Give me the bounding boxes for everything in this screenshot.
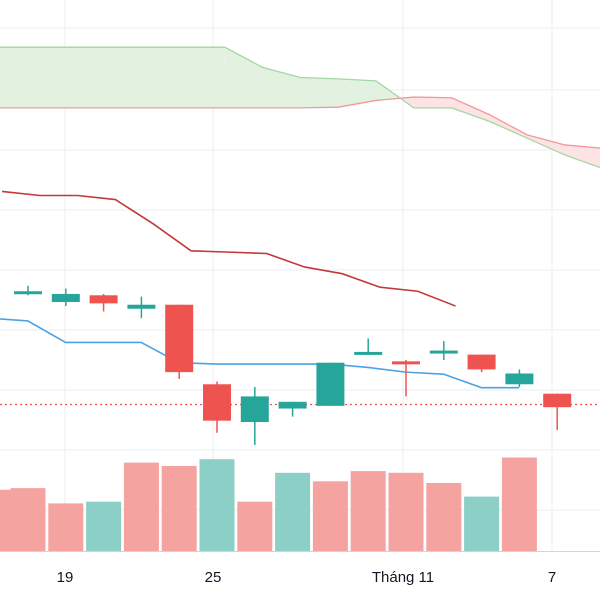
ichimoku-cloud — [262, 67, 301, 108]
candle-body — [467, 354, 496, 370]
candle-body — [505, 373, 534, 385]
volume-bar — [464, 496, 500, 551]
candle-body — [316, 362, 345, 406]
ichimoku-cloud — [0, 47, 36, 108]
x-tick-label: 7 — [548, 569, 556, 586]
candle-body — [51, 293, 80, 303]
volume-bar — [388, 472, 424, 551]
volume-bar — [0, 489, 11, 551]
kijun-sen-line — [1, 190, 456, 307]
x-tick-label: Tháng 11 — [372, 569, 434, 586]
volume-bar — [161, 466, 197, 551]
x-tick-label: 19 — [57, 569, 74, 586]
volume-bar — [312, 481, 348, 551]
ichimoku-cloud — [111, 47, 150, 108]
ichimoku-cloud — [35, 47, 74, 108]
candle-body — [165, 304, 194, 373]
ichimoku-cloud — [149, 47, 187, 108]
ichimoku-cloud — [527, 134, 565, 156]
volume-bar — [86, 501, 122, 551]
volume-bar — [350, 471, 386, 551]
volume-bar — [426, 483, 462, 551]
volume-bar — [10, 488, 46, 551]
volume-bar — [501, 457, 537, 551]
candle-body — [127, 304, 156, 309]
ichimoku-cloud — [300, 77, 339, 108]
tenkan-sen-line — [0, 318, 520, 389]
ichimoku-cloud — [489, 114, 528, 139]
ichimoku-cloud — [413, 97, 452, 108]
candle-body — [354, 351, 383, 355]
candle-body — [89, 295, 118, 304]
volume-bar — [237, 501, 273, 551]
candle-body — [392, 361, 420, 365]
volume-bar — [199, 459, 235, 551]
senkou-span-b-line — [0, 96, 600, 149]
candle-body — [240, 396, 269, 423]
ichimoku-cloud — [565, 144, 600, 168]
candle-body — [429, 350, 458, 354]
volume-bar — [48, 503, 84, 551]
ichimoku-cloud — [338, 78, 376, 108]
ichimoku-cloud — [224, 47, 263, 108]
volume-bar — [275, 472, 311, 551]
candle-body — [14, 291, 42, 295]
candle-body — [203, 384, 231, 421]
ichimoku-cloud — [187, 47, 225, 108]
ichimoku-cloud — [451, 97, 490, 122]
volume-bar — [123, 462, 159, 551]
senkou-span-a-line — [0, 46, 600, 169]
candle-body — [543, 393, 572, 408]
ichimoku-cloud — [73, 47, 112, 108]
candle-body — [278, 401, 307, 409]
x-tick-label: 25 — [205, 569, 222, 586]
